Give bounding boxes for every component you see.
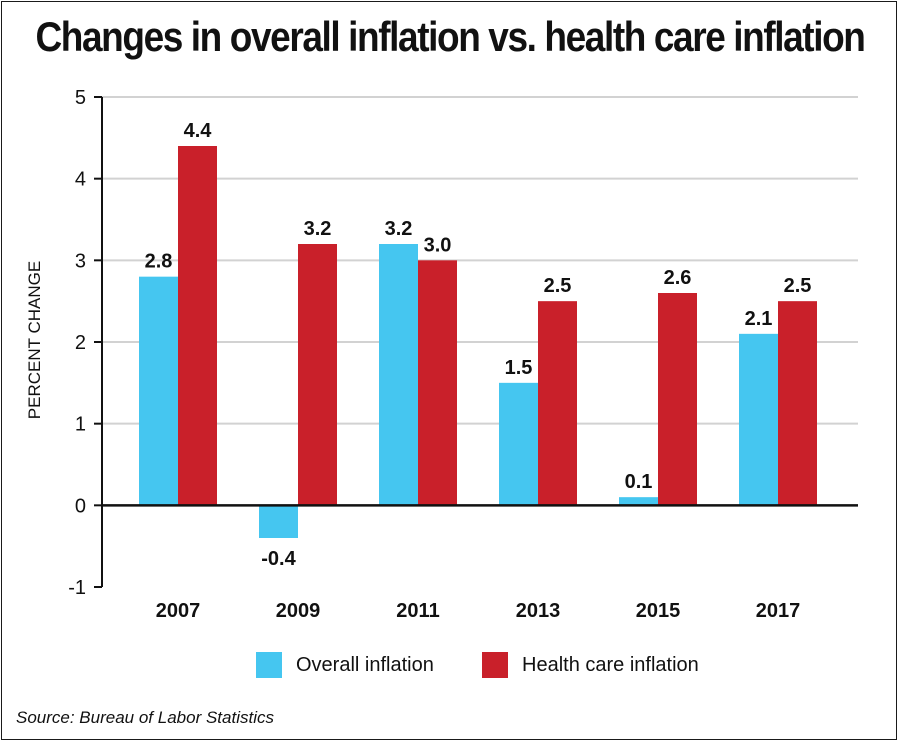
bar-overall-2011: [379, 244, 418, 506]
bar-health-2015: [658, 293, 697, 506]
data-label-health-2009: 3.2: [304, 218, 332, 240]
y-tick-label: 3: [75, 250, 86, 272]
x-tick-label-2007: 2007: [156, 600, 201, 622]
data-label-health-2007: 4.4: [184, 120, 213, 142]
y-tick-label: 1: [75, 414, 86, 436]
data-label-overall-2013: 1.5: [505, 357, 533, 379]
legend-swatch-health-care-inflation: [482, 652, 508, 678]
bar-overall-2013: [499, 382, 538, 506]
bar-overall-2017: [739, 333, 778, 506]
legend-item-health-care-inflation: Health care inflation: [482, 650, 699, 680]
x-tick-label-2009: 2009: [276, 600, 321, 622]
data-label-health-2017: 2.5: [784, 275, 812, 297]
legend-item-overall-inflation: Overall inflation: [256, 650, 434, 680]
data-label-overall-2009: -0.4: [261, 548, 296, 570]
legend-swatch-overall-inflation: [256, 652, 282, 678]
data-label-health-2011: 3.0: [424, 234, 452, 256]
data-label-health-2013: 2.5: [544, 275, 572, 297]
y-tick-label: 0: [75, 495, 86, 517]
y-tick-label: 4: [75, 169, 86, 191]
bar-health-2017: [778, 301, 817, 506]
legend: Overall inflation Health care inflation: [0, 650, 900, 680]
y-axis-label: PERCENT CHANGE: [25, 260, 44, 420]
x-tick-label-2011: 2011: [396, 600, 439, 622]
data-label-overall-2007: 2.8: [145, 251, 173, 273]
bar-health-2007: [178, 146, 217, 506]
data-label-overall-2011: 3.2: [385, 218, 413, 240]
legend-label-health-care-inflation: Health care inflation: [522, 653, 699, 676]
bar-health-2011: [418, 260, 457, 506]
x-tick-label-2015: 2015: [636, 600, 681, 622]
x-tick-label-2017: 2017: [756, 600, 801, 622]
y-tick-label: 5: [75, 87, 86, 109]
y-tick-label: 2: [75, 332, 86, 354]
data-label-health-2015: 2.6: [664, 267, 692, 289]
data-label-overall-2015: 0.1: [625, 471, 653, 493]
bar-overall-2015: [619, 497, 658, 506]
bar-overall-2009: [259, 505, 298, 538]
source-note: Source: Bureau of Labor Statistics: [16, 708, 274, 727]
bar-overall-2007: [139, 276, 178, 506]
chart-title: Changes in overall inflation vs. health …: [35, 14, 865, 60]
bar-health-2009: [298, 244, 337, 506]
bar-health-2013: [538, 301, 577, 506]
x-tick-label-2013: 2013: [516, 600, 561, 622]
y-tick-label: -1: [68, 577, 86, 599]
legend-label-overall-inflation: Overall inflation: [296, 653, 434, 676]
data-label-overall-2017: 2.1: [745, 308, 773, 330]
